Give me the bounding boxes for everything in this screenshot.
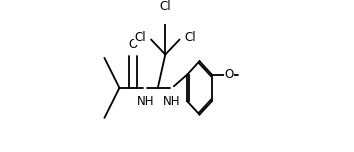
Text: NH: NH xyxy=(137,95,154,108)
Text: NH: NH xyxy=(163,95,181,108)
Text: O: O xyxy=(128,38,137,51)
Text: Cl: Cl xyxy=(184,31,196,44)
Text: O: O xyxy=(224,68,233,81)
Text: Cl: Cl xyxy=(135,31,146,44)
Text: Cl: Cl xyxy=(160,0,171,13)
